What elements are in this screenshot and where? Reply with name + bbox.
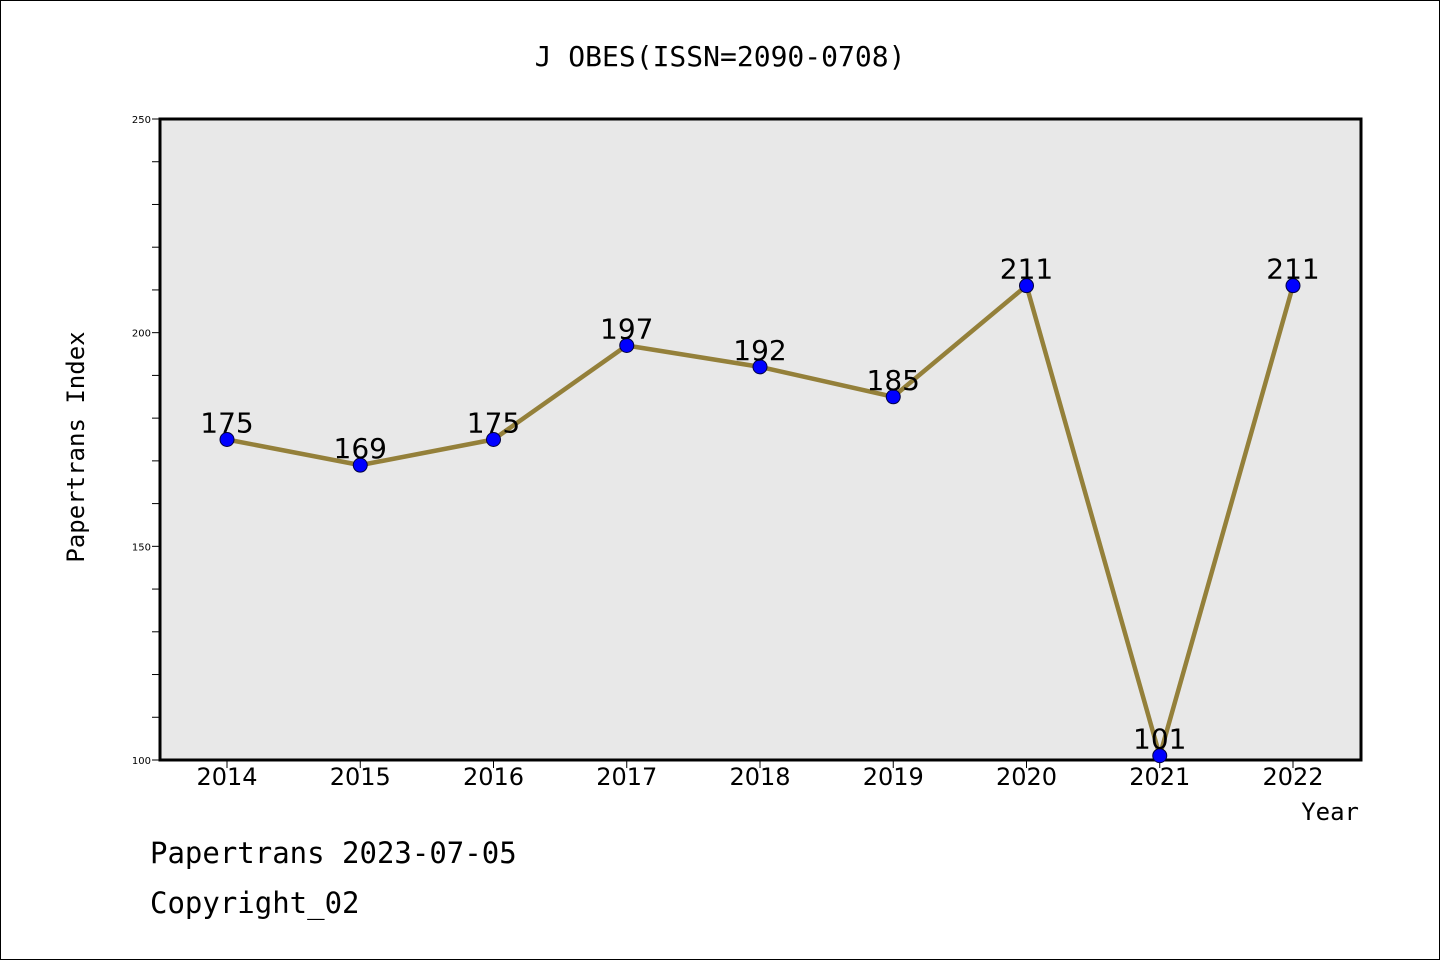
plot-area <box>158 117 1363 762</box>
x-tick-label: 2018 <box>729 763 790 791</box>
data-label-group: 175 169 175 197 192 185 211 101 211 <box>200 253 1319 756</box>
y-tick-label: 200 <box>132 329 151 340</box>
data-label: 185 <box>867 364 920 397</box>
x-tick-label: 2017 <box>596 763 657 791</box>
x-axis: 2014 2015 2016 2017 2018 2019 2020 2021 2022 <box>196 760 1324 791</box>
data-point <box>619 337 635 353</box>
y-tick-label: 150 <box>132 542 151 553</box>
data-label: 169 <box>334 432 387 465</box>
data-point <box>219 432 235 447</box>
data-label: 211 <box>1000 253 1053 286</box>
x-axis-label: Year <box>1301 798 1359 826</box>
data-label: 197 <box>600 312 653 345</box>
x-tick-label: 2015 <box>330 763 391 791</box>
x-tick-label: 2021 <box>1129 763 1190 791</box>
data-point <box>1285 278 1301 294</box>
y-tick-label: 250 <box>132 115 151 126</box>
footer-date: Papertrans 2023-07-05 <box>150 836 517 870</box>
data-label: 101 <box>1133 723 1186 756</box>
data-point <box>352 457 368 473</box>
x-tick-label: 2014 <box>196 763 257 791</box>
x-tick-label: 2022 <box>1262 763 1323 791</box>
y-axis: 100 150 200 250 <box>132 115 160 767</box>
footer-copyright: Copyright_02 <box>150 886 360 921</box>
data-point <box>486 432 501 447</box>
data-label: 175 <box>200 407 253 440</box>
data-point <box>752 359 768 375</box>
x-tick-label: 2016 <box>463 763 524 791</box>
x-tick-label: 2019 <box>863 763 924 791</box>
data-point <box>1019 278 1034 294</box>
data-label: 175 <box>467 407 520 440</box>
data-label: 211 <box>1266 253 1319 286</box>
marker-group <box>219 278 1301 764</box>
chart-title: J OBES(ISSN=2090-0708) <box>535 40 906 73</box>
data-label: 192 <box>733 334 786 367</box>
x-tick-label: 2020 <box>996 763 1057 791</box>
data-point <box>1152 748 1168 764</box>
data-point <box>885 389 901 405</box>
y-axis-label: Papertrans Index <box>62 331 90 562</box>
y-tick-label: 100 <box>132 756 151 767</box>
